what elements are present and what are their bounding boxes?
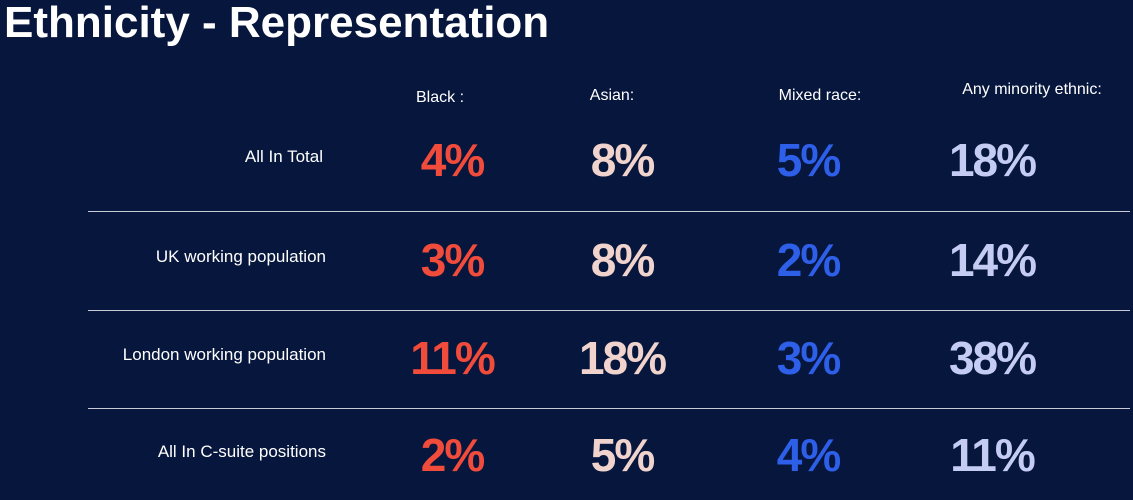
row-separator [88, 211, 1130, 212]
cell-value: 2% [776, 234, 842, 286]
cell-value: 5% [776, 134, 842, 186]
cell-value: 38% [948, 332, 1037, 384]
column-header: Black : [415, 89, 465, 106]
cell-value: 18% [578, 332, 667, 384]
cell-value: 14% [948, 234, 1037, 286]
row-label: London working population [122, 345, 326, 364]
cell-value: 5% [590, 429, 656, 481]
cell-value: 3% [420, 234, 486, 286]
cell-value: 3% [776, 332, 842, 384]
cell-value: 4% [420, 134, 486, 186]
row-label: All In C-suite positions [157, 442, 326, 461]
row-separator [88, 310, 1130, 311]
column-header: Mixed race: [778, 87, 862, 104]
slide-title: Ethnicity - Representation [4, 0, 550, 47]
row-separator [88, 407, 1130, 409]
cell-value: 8% [590, 134, 656, 186]
cell-value: 4% [776, 429, 842, 481]
cell-value: 2% [420, 429, 486, 481]
column-header: Asian: [589, 87, 635, 104]
cell-value: 8% [590, 234, 656, 286]
cell-value: 11% [410, 332, 496, 384]
cell-value: 18% [948, 134, 1037, 186]
cell-value: 11% [950, 429, 1036, 481]
row-label: UK working population [155, 247, 326, 266]
row-label: All In Total [244, 147, 323, 166]
column-header: Any minority ethnic: [962, 81, 1102, 98]
